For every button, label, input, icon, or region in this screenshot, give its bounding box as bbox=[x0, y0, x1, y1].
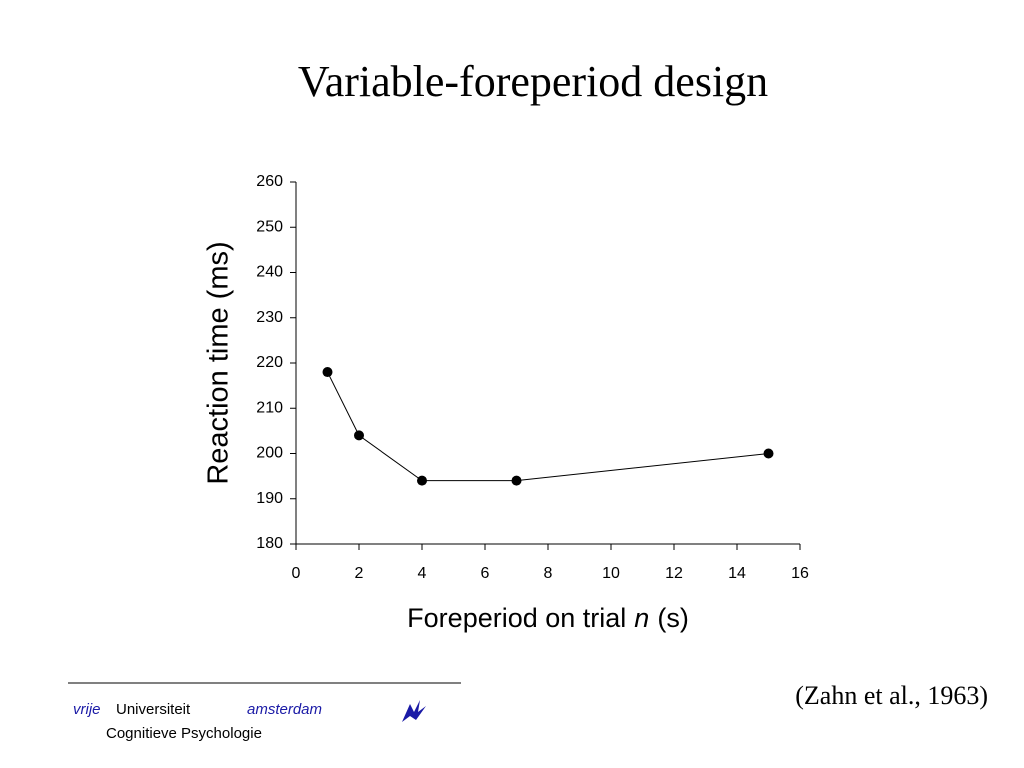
y-tick-label: 210 bbox=[256, 399, 283, 416]
y-tick-label: 260 bbox=[256, 173, 283, 190]
x-axis-label: Foreperiod on trial n (s) bbox=[407, 603, 689, 633]
x-tick-label: 6 bbox=[481, 565, 490, 582]
slide-title: Variable-foreperiod design bbox=[298, 57, 768, 106]
x-tick-label: 8 bbox=[544, 565, 553, 582]
data-point bbox=[322, 367, 333, 378]
y-tick-label: 220 bbox=[256, 354, 283, 371]
data-point bbox=[763, 448, 774, 459]
x-label-unit: (s) bbox=[657, 603, 688, 633]
y-tick-label: 180 bbox=[256, 535, 283, 552]
x-tick-label: 10 bbox=[602, 565, 620, 582]
data-point bbox=[511, 475, 522, 486]
y-axis-label: Reaction time (ms) bbox=[203, 241, 235, 484]
footer-department: Cognitieve Psychologie bbox=[106, 725, 262, 742]
x-tick-label: 12 bbox=[665, 565, 683, 582]
x-label-italic: n bbox=[634, 603, 649, 633]
y-tick-label: 230 bbox=[256, 309, 283, 326]
x-tick-label: 2 bbox=[355, 565, 364, 582]
y-tick-label: 200 bbox=[256, 445, 283, 462]
x-tick-label: 4 bbox=[418, 565, 427, 582]
y-tick-label: 250 bbox=[256, 218, 283, 235]
x-label-text: Foreperiod on trial bbox=[407, 603, 626, 633]
logo bbox=[402, 700, 426, 722]
x-tick-label: 0 bbox=[292, 565, 301, 582]
data-point bbox=[354, 430, 364, 441]
y-tick-label: 190 bbox=[256, 490, 283, 507]
footer-vrije: vrije bbox=[73, 701, 101, 718]
citation: (Zahn et al., 1963) bbox=[795, 681, 988, 710]
footer-amsterdam: amsterdam bbox=[247, 701, 322, 718]
footer-universiteit: Universiteit bbox=[116, 701, 191, 718]
data-point bbox=[417, 475, 427, 486]
x-tick-label: 14 bbox=[728, 565, 746, 582]
x-tick-label: 16 bbox=[791, 565, 809, 582]
y-tick-label: 240 bbox=[256, 264, 283, 281]
